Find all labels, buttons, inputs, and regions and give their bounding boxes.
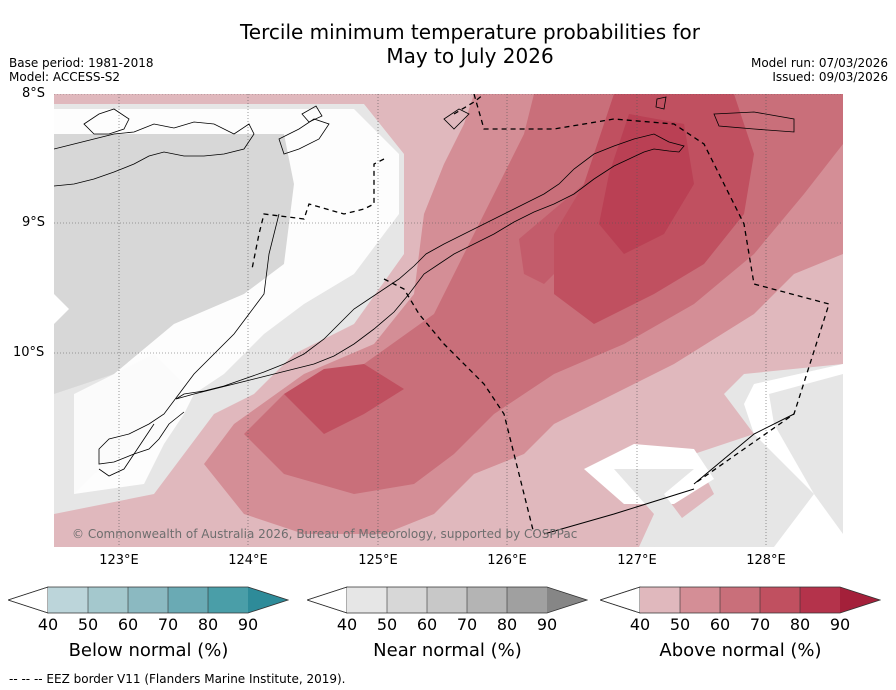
title-line-1: Tercile minimum temperature probabilitie… xyxy=(239,20,701,44)
colorbar-above-normal xyxy=(600,586,881,614)
cb-above-tick: 90 xyxy=(829,615,851,634)
issued-date: Issued: 09/03/2026 xyxy=(772,70,888,84)
cb-near-bin-5 xyxy=(507,587,547,613)
cb-near-tick: 40 xyxy=(336,615,358,634)
cb-below-tick: 40 xyxy=(37,615,59,634)
cb-above-lower-arrow xyxy=(600,586,641,614)
near-normal-southeast xyxy=(614,469,694,547)
cb-near-lower-arrow xyxy=(307,586,348,614)
cb-near-tick: 60 xyxy=(416,615,438,634)
lon-label-123e: 123°E xyxy=(99,553,139,568)
cb-above-tick: 60 xyxy=(709,615,731,634)
above-normal-label: Above normal (%) xyxy=(659,640,822,661)
cb-near-upper-arrow xyxy=(547,587,587,613)
cb-below-bin-1 xyxy=(48,587,88,613)
copyright-notice: © Commonwealth of Australia 2026, Bureau… xyxy=(72,527,578,541)
colorbar-below-normal xyxy=(8,586,289,614)
cb-below-tick: 80 xyxy=(197,615,219,634)
base-period: Base period: 1981-2018 xyxy=(9,56,154,70)
above-normal-70-region-south xyxy=(284,364,404,434)
lon-label-124e: 124°E xyxy=(228,553,268,568)
cb-below-tick: 70 xyxy=(157,615,179,634)
lon-label-127e: 127°E xyxy=(617,553,657,568)
model-name: Model: ACCESS-S2 xyxy=(9,70,121,84)
cb-below-tick: 50 xyxy=(77,615,99,634)
lat-label-10s: 10°S xyxy=(13,345,45,360)
near-normal-50-region xyxy=(54,134,294,394)
no-signal-patch xyxy=(54,294,69,324)
cb-below-bin-3 xyxy=(128,587,168,613)
above-normal-core xyxy=(599,114,694,254)
cb-near-tick: 90 xyxy=(536,615,558,634)
cb-below-lower-arrow xyxy=(8,586,49,614)
cb-near-bin-3 xyxy=(427,587,467,613)
no-signal-margin xyxy=(54,109,399,494)
lon-label-126e: 126°E xyxy=(487,553,527,568)
cb-above-tick: 50 xyxy=(669,615,691,634)
lon-label-128e: 128°E xyxy=(746,553,786,568)
cb-below-bin-2 xyxy=(88,587,128,613)
cb-above-bin-3 xyxy=(720,587,760,613)
cb-above-tick: 40 xyxy=(629,615,651,634)
cb-near-bin-2 xyxy=(387,587,427,613)
eez-footnote: -- -- -- EEZ border V11 (Flanders Marine… xyxy=(9,672,346,686)
cb-below-tick: 60 xyxy=(117,615,139,634)
coastline xyxy=(54,96,795,477)
cb-below-bin-4 xyxy=(168,587,208,613)
near-normal-label: Near normal (%) xyxy=(373,640,522,661)
cb-above-bin-1 xyxy=(640,587,680,613)
cb-near-tick: 50 xyxy=(376,615,398,634)
lat-label-8s: 8°S xyxy=(22,86,46,101)
cb-above-upper-arrow xyxy=(840,587,880,613)
cb-above-tick: 70 xyxy=(749,615,771,634)
model-run: Model run: 07/03/2026 xyxy=(750,56,888,70)
lon-label-125e: 125°E xyxy=(358,553,398,568)
graticule xyxy=(54,94,843,547)
cb-above-bin-4 xyxy=(760,587,800,613)
below-normal-label: Below normal (%) xyxy=(68,640,229,661)
cb-above-bin-5 xyxy=(800,587,840,613)
cb-below-bin-5 xyxy=(208,587,248,613)
cb-below-tick: 90 xyxy=(237,615,259,634)
title-line-2: May to July 2026 xyxy=(386,44,554,68)
cb-near-bin-4 xyxy=(467,587,507,613)
near-normal-east xyxy=(769,374,843,534)
cb-above-tick: 80 xyxy=(789,615,811,634)
cb-near-tick: 70 xyxy=(456,615,478,634)
cb-near-bin-1 xyxy=(347,587,387,613)
probability-map xyxy=(54,94,843,547)
chart-title: Tercile minimum temperature probabilitie… xyxy=(0,20,896,68)
cb-above-bin-2 xyxy=(680,587,720,613)
colorbar-near-normal xyxy=(307,586,588,614)
cb-below-upper-arrow xyxy=(248,587,288,613)
eez-border-solid xyxy=(543,413,795,535)
lat-label-9s: 9°S xyxy=(22,215,46,230)
cb-near-tick: 80 xyxy=(496,615,518,634)
